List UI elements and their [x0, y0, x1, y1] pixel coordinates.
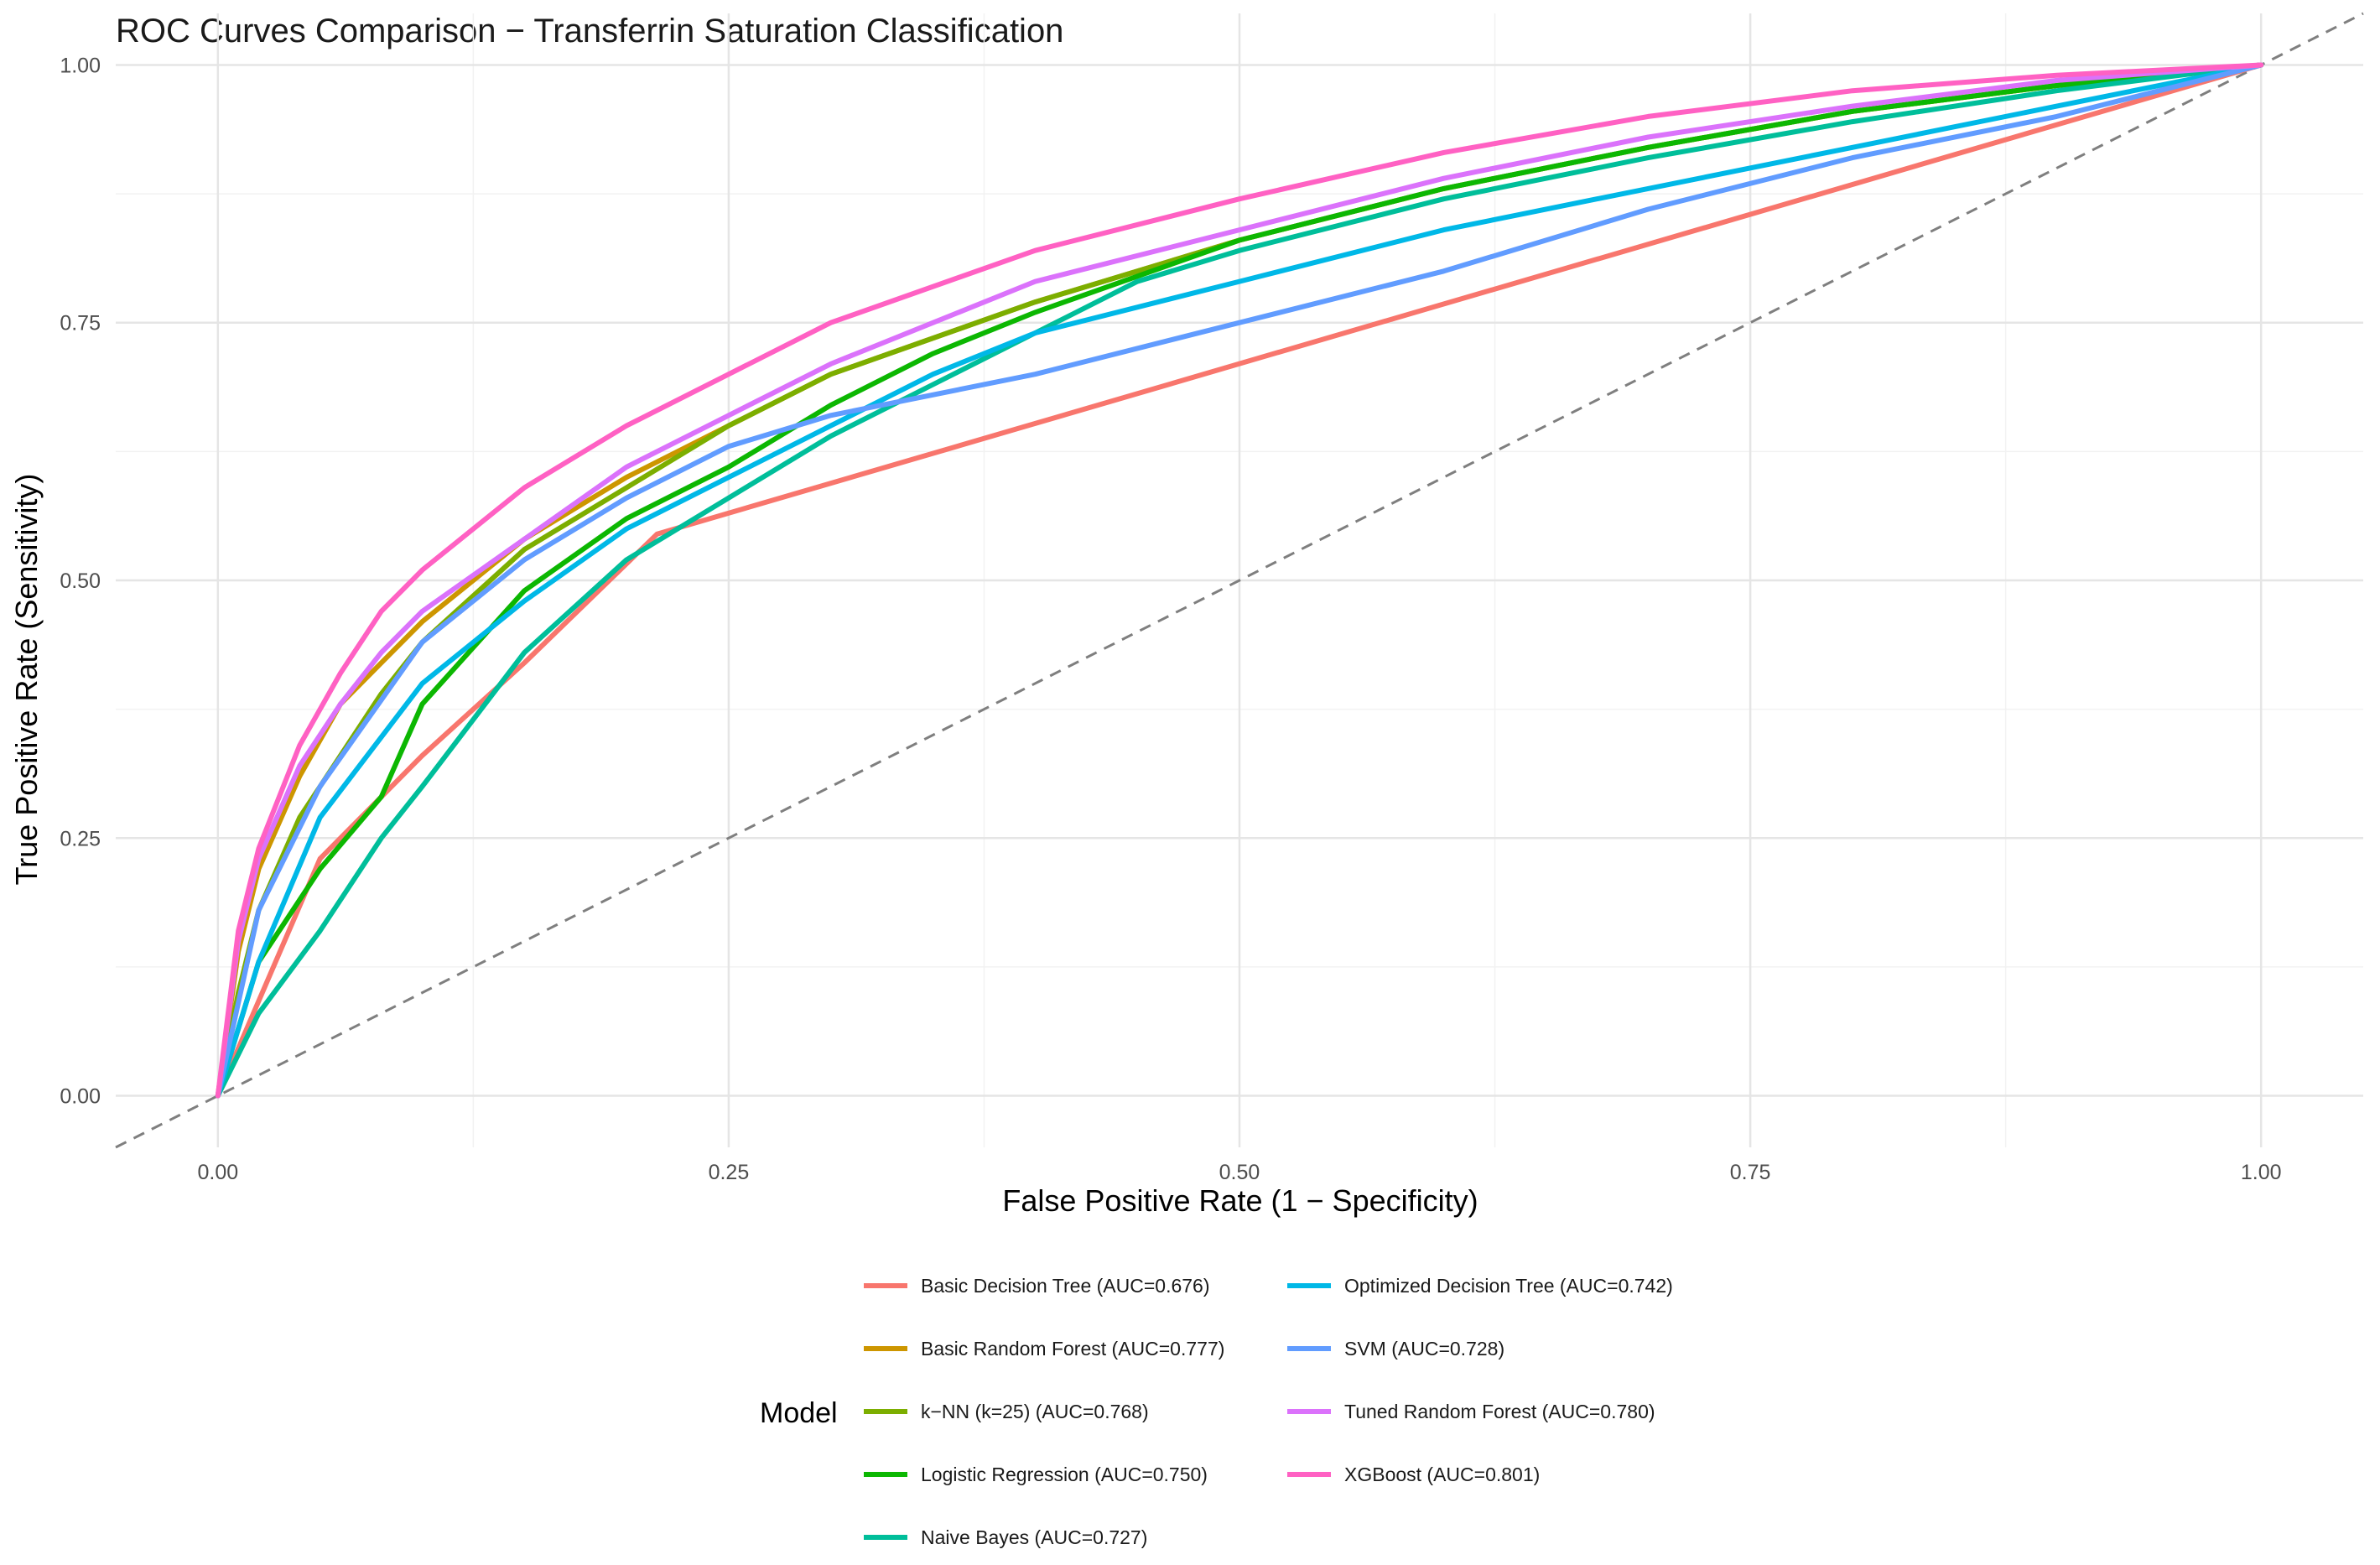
x-tick-label: 0.75 [1730, 1161, 1771, 1184]
y-tick-label: 1.00 [60, 54, 101, 77]
series-line-6 [215, 62, 2264, 1099]
x-axis-title: False Positive Rate (1 − Specificity) [1002, 1183, 1478, 1218]
legend-label-2: Basic Random Forest (AUC=0.777) [921, 1338, 1224, 1360]
series-line-7 [215, 62, 2264, 1099]
legend-label-3: k−NN (k=25) (AUC=0.768) [921, 1401, 1149, 1422]
y-axis-title: True Positive Rate (Sensitivity) [9, 474, 44, 886]
legend-label-5: Naive Bayes (AUC=0.727) [921, 1526, 1147, 1548]
x-tick-label: 0.00 [197, 1161, 238, 1184]
legend-label-9: XGBoost (AUC=0.801) [1344, 1464, 1540, 1485]
y-tick-label: 0.00 [60, 1085, 101, 1109]
legend-label-6: Optimized Decision Tree (AUC=0.742) [1344, 1275, 1673, 1297]
x-tick-label: 0.50 [1219, 1161, 1260, 1184]
legend-label-8: Tuned Random Forest (AUC=0.780) [1344, 1401, 1655, 1422]
y-tick-label: 0.75 [60, 312, 101, 335]
chart-title: ROC Curves Comparison − Transferrin Satu… [116, 13, 1063, 49]
tick-labels: 0.00 0.25 0.50 0.75 1.00 0.00 0.25 0.50 0.75 1.00 [60, 54, 2281, 1184]
series-layer [215, 62, 2264, 1099]
legend: Basic Decision Tree (AUC=0.676) Basic Ran… [864, 1275, 1673, 1548]
legend-label-4: Logistic Regression (AUC=0.750) [921, 1464, 1208, 1485]
y-tick-label: 0.25 [60, 827, 101, 850]
legend-label-7: SVM (AUC=0.728) [1344, 1338, 1504, 1360]
legend-label-1: Basic Decision Tree (AUC=0.676) [921, 1275, 1210, 1297]
series-line-4 [215, 62, 2264, 1099]
reference-line-layer [115, 12, 2364, 1149]
series-line-9 [215, 62, 2264, 1099]
reference-diagonal-line [115, 12, 2364, 1149]
x-tick-label: 1.00 [2241, 1161, 2282, 1184]
y-tick-label: 0.50 [60, 569, 101, 593]
series-line-8 [215, 62, 2264, 1099]
x-tick-label: 0.25 [709, 1161, 750, 1184]
legend-title: Model [760, 1397, 838, 1429]
series-line-5 [215, 62, 2264, 1099]
